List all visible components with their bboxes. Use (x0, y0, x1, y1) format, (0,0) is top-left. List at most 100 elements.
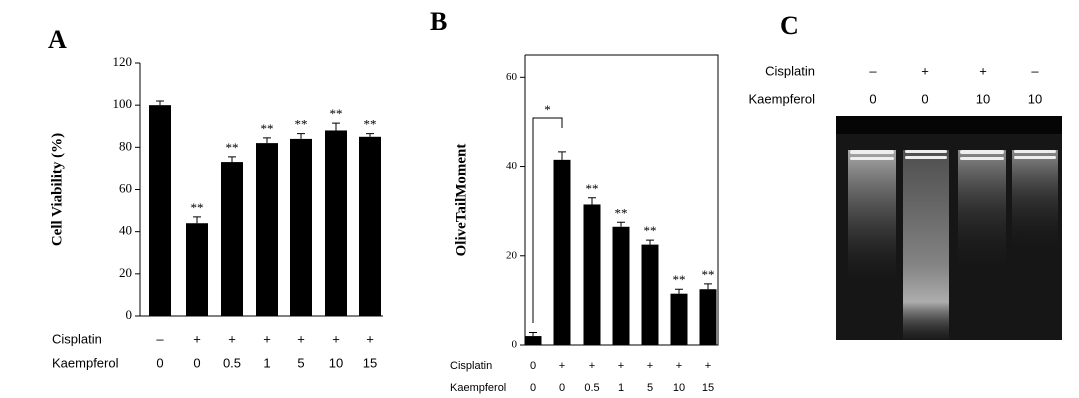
significance-label: ** (226, 140, 239, 155)
row-name: Kaempferol (450, 382, 506, 394)
bar (359, 136, 381, 316)
y-axis-label: Cell Viability (%) (49, 133, 65, 246)
y-tick-label: 120 (113, 54, 133, 69)
error-bar (332, 122, 340, 131)
bar (699, 289, 717, 345)
error-bar (263, 137, 271, 144)
y-tick-label: 0 (512, 339, 518, 351)
category-label: 5 (647, 382, 653, 394)
y-tick-label: 80 (119, 138, 132, 153)
lane-label: – (869, 63, 877, 78)
y-tick-label: 20 (506, 249, 518, 261)
bar (256, 143, 278, 316)
significance-label: ** (586, 181, 599, 196)
category-label: + (228, 331, 236, 346)
gel-image (836, 116, 1062, 340)
row-name: Kaempferol (749, 91, 816, 106)
category-label: 0.5 (584, 382, 599, 394)
bar (325, 130, 347, 316)
error-bar (297, 133, 305, 139)
error-bar (646, 239, 654, 245)
category-label: + (618, 360, 624, 372)
bar (670, 293, 688, 345)
category-label: + (559, 360, 565, 372)
lane-label: 0 (869, 91, 876, 106)
bar (583, 204, 601, 345)
significance-label: ** (644, 223, 657, 238)
category-label: + (332, 331, 340, 346)
significance-label: ** (330, 106, 343, 121)
y-tick-label: 0 (126, 307, 133, 322)
category-label: – (156, 331, 164, 346)
error-bar (156, 100, 164, 106)
y-tick-label: 60 (119, 180, 132, 195)
lane-label: 0 (921, 91, 928, 106)
error-bar (366, 133, 374, 137)
row-name: Cisplatin (450, 360, 492, 372)
panel-label: A (48, 25, 67, 54)
category-label: + (705, 360, 711, 372)
y-tick-label: 40 (119, 223, 132, 238)
category-label: 0 (559, 382, 565, 394)
y-tick-label: 40 (506, 160, 518, 172)
row-name: Cisplatin (765, 63, 815, 78)
error-bar (675, 288, 683, 294)
panel-label: B (430, 7, 447, 36)
error-bar (588, 197, 596, 205)
error-bar (617, 221, 625, 227)
category-label: 10 (329, 355, 343, 370)
category-label: 0 (193, 355, 200, 370)
significance-label: ** (261, 121, 274, 136)
category-label: 15 (363, 355, 377, 370)
category-label: + (589, 360, 595, 372)
error-bar (704, 283, 712, 290)
row-name: Cisplatin (52, 331, 102, 346)
lane-label: 10 (976, 91, 990, 106)
lane-label: 10 (1028, 91, 1042, 106)
panel-label: C (780, 11, 799, 40)
axis-line (524, 54, 719, 346)
bar (524, 336, 542, 345)
category-label: 15 (702, 382, 714, 394)
bracket-label: * (544, 102, 551, 117)
category-label: 5 (297, 355, 304, 370)
bar (290, 138, 312, 316)
bar (553, 159, 571, 345)
bar (221, 162, 243, 316)
category-label: 1 (263, 355, 270, 370)
significance-label: ** (295, 117, 308, 132)
significance-label: ** (615, 205, 628, 220)
category-label: 0 (156, 355, 163, 370)
y-tick-label: 20 (119, 265, 132, 280)
significance-label: ** (364, 117, 377, 132)
category-label: + (366, 331, 374, 346)
y-tick-label: 60 (506, 71, 518, 83)
category-label: 0 (530, 360, 536, 372)
significance-label: ** (673, 272, 686, 287)
category-label: + (297, 331, 305, 346)
category-label: + (676, 360, 682, 372)
category-label: 0.5 (223, 355, 241, 370)
bar (186, 223, 208, 316)
error-bar (193, 216, 201, 224)
category-label: + (193, 331, 201, 346)
bar (612, 226, 630, 345)
category-label: 1 (618, 382, 624, 394)
y-axis-label: OliveTailMoment (453, 144, 469, 257)
category-label: 10 (673, 382, 685, 394)
bar (149, 105, 171, 317)
category-label: 0 (530, 382, 536, 394)
lane-label: – (1031, 63, 1039, 78)
lane-label: + (979, 63, 987, 78)
significance-label: ** (191, 200, 204, 215)
error-bar (558, 151, 566, 160)
row-name: Kaempferol (52, 355, 119, 370)
bar (641, 244, 659, 345)
lane-label: + (921, 63, 929, 78)
category-label: + (263, 331, 271, 346)
category-label: + (647, 360, 653, 372)
significance-label: ** (702, 267, 715, 282)
error-bar (529, 332, 537, 337)
y-tick-label: 100 (113, 96, 133, 111)
